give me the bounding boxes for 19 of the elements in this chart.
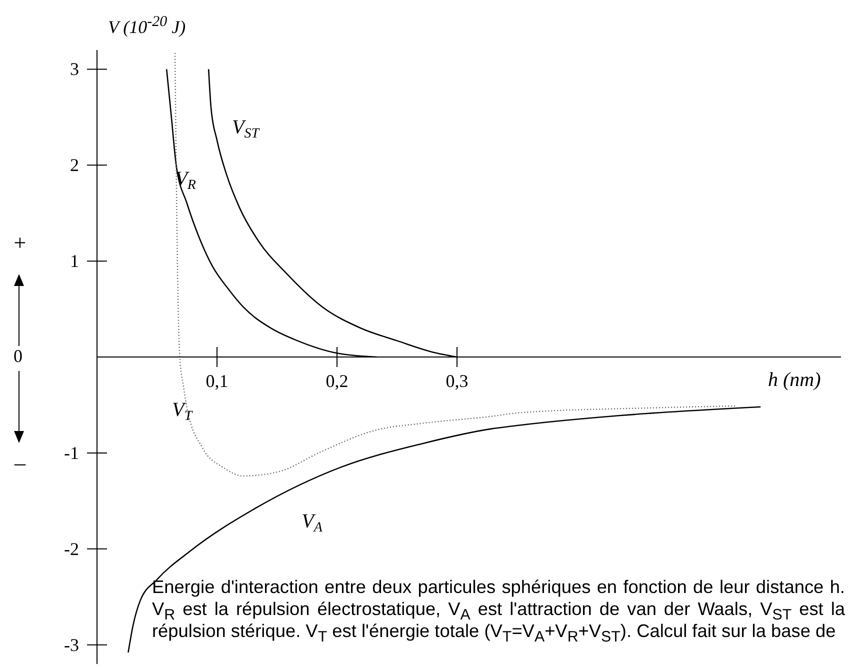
- text: 0: [12, 346, 24, 367]
- y-tick-label: -2: [64, 538, 79, 559]
- y-tick-label: -3: [64, 634, 79, 655]
- y-tick-label: 2: [70, 155, 79, 176]
- series-label: V$_{A}$: [302, 510, 323, 536]
- text: +: [12, 230, 28, 256]
- text: –: [13, 450, 27, 476]
- x-tick-label: 0,1: [206, 371, 228, 391]
- y-tick-label: 3: [70, 59, 79, 80]
- x-axis-title: h (nm): [768, 369, 821, 392]
- text: Energie d'interaction entre deux particules sphériques en fonction de leur distance h. V$_{R}$ est la répulsion électrostatique, V$_{A}$ est l'attraction de van der Waals, V$_{ST}$ est la répulsion stérique. V$_{T}$ est l'énergie totale (V$_{T}$=V$_{A}$+V$_{R}$+V$_{ST}$). Calcul fait sur la base de: [152, 577, 846, 646]
- line-series: [174, 52, 738, 477]
- series-label: V$_{ST}$: [232, 116, 260, 142]
- x-tick-label: 0,2: [326, 371, 348, 391]
- x-tick-label: 0,3: [446, 371, 468, 391]
- series-label: V$_{T}$: [172, 398, 194, 424]
- y-tick-label: -1: [64, 442, 79, 463]
- y-axis-title: V (10$^{-20}$ J): [108, 14, 186, 38]
- y-tick-label: 1: [70, 251, 79, 272]
